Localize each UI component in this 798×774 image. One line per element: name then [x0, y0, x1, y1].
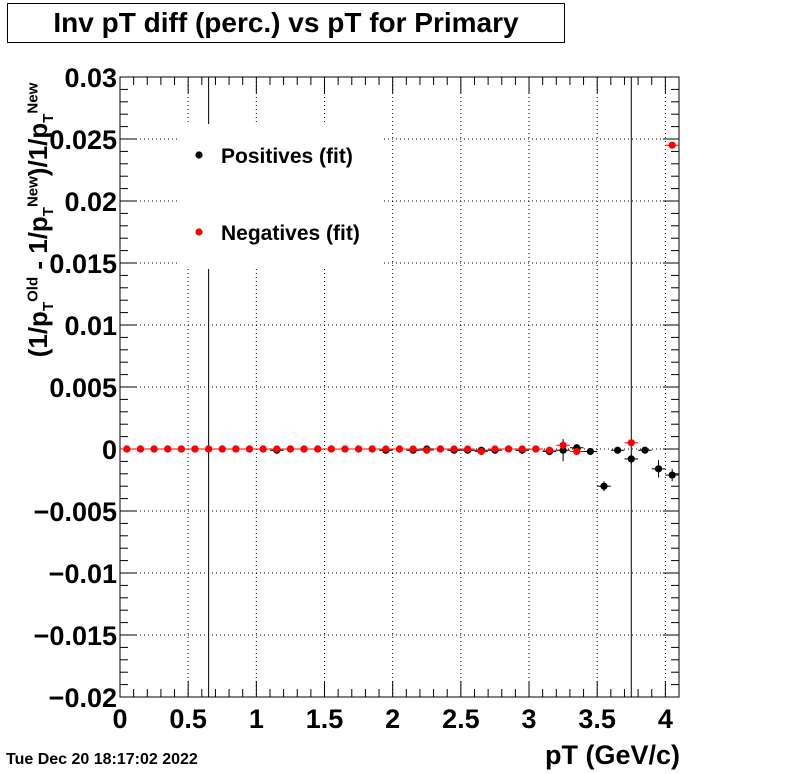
chart-title: Inv pT diff (perc.) vs pT for Primary [53, 7, 519, 38]
y-tick-label: −0.015 [34, 621, 117, 651]
data-point [341, 445, 349, 453]
data-point [654, 465, 663, 473]
data-point [464, 445, 472, 453]
y-tick-label: −0.02 [49, 683, 117, 713]
legend: Positives (fit) Negatives (fit) [178, 124, 383, 269]
data-point [273, 445, 281, 453]
data-point [559, 446, 567, 454]
data-point [641, 446, 649, 454]
y-tick-label: −0.01 [49, 559, 117, 589]
data-point [300, 445, 308, 453]
x-tick-label: 1 [249, 704, 264, 734]
data-point [450, 445, 458, 453]
axis-ticks [119, 76, 680, 698]
data-point [123, 445, 131, 453]
data-point [559, 441, 567, 449]
x-tick-label: 0.5 [169, 704, 207, 734]
chart-title-box: Inv pT diff (perc.) vs pT for Primary [7, 3, 565, 43]
data-point [395, 445, 404, 453]
data-point [423, 446, 431, 454]
data-point [477, 447, 485, 456]
data-point [150, 445, 158, 453]
y-tick-label: 0.02 [64, 187, 117, 217]
data-point [164, 445, 172, 453]
legend-marker [195, 228, 203, 236]
data-point [614, 446, 622, 454]
x-tick-label: 4 [658, 704, 673, 734]
data-point [177, 445, 185, 453]
data-point [232, 445, 240, 453]
data-point [627, 439, 635, 447]
data-point [504, 445, 513, 453]
data-point [286, 445, 295, 453]
y-tick-label: 0.03 [64, 63, 117, 93]
data-point [532, 445, 540, 453]
y-tick-label: 0.025 [49, 125, 117, 155]
data-point [409, 445, 417, 453]
data-point [668, 471, 676, 479]
data-point [668, 141, 676, 149]
data-point [586, 447, 594, 456]
legend-marker [195, 151, 203, 159]
data-point [218, 445, 226, 453]
data-point [491, 445, 499, 453]
y-tick-label: 0.01 [64, 311, 117, 341]
x-tick-label: 2.5 [442, 704, 480, 734]
data-point [600, 482, 608, 490]
data-point [205, 445, 213, 453]
y-tick-label: 0 [102, 435, 117, 465]
y-tick-label: 0.005 [49, 373, 117, 403]
series-1 [120, 141, 679, 456]
data-point [191, 445, 199, 453]
x-tick-label: 0 [112, 704, 127, 734]
data-points [120, 141, 679, 492]
data-point [627, 455, 635, 463]
data-point [245, 445, 254, 453]
timestamp: Tue Dec 20 18:17:02 2022 [6, 751, 198, 768]
data-point [327, 445, 335, 453]
data-point [545, 446, 554, 454]
data-point [259, 445, 267, 453]
x-tick-label: 1.5 [306, 704, 344, 734]
x-tick-label: 3 [522, 704, 537, 734]
data-point [382, 445, 390, 453]
x-axis-label: pT (GeV/c) [544, 740, 680, 770]
data-point [436, 445, 445, 453]
legend-entry-label: Positives (fit) [221, 145, 353, 168]
data-point [573, 447, 581, 456]
y-axis-label: (1/pTOld - 1/pTNew)/1/pTNew [22, 82, 58, 358]
y-tick-label: −0.005 [34, 497, 117, 527]
y-tick-label: 0.015 [49, 249, 117, 279]
data-point [368, 445, 376, 453]
data-point [354, 445, 363, 453]
grid-layer [120, 77, 679, 697]
legend-box [178, 124, 383, 269]
tick-labels: 0 0.5 1 1.5 2 2.5 3 3.5 4 −0.02 −0.015 −0.01 −0.005 0… [34, 63, 673, 734]
data-point [136, 445, 145, 453]
x-tick-label: 3.5 [578, 704, 616, 734]
legend-entry-label: Negatives (fit) [221, 222, 360, 245]
data-point [518, 445, 526, 453]
data-point [314, 445, 322, 453]
x-tick-label: 2 [385, 704, 400, 734]
